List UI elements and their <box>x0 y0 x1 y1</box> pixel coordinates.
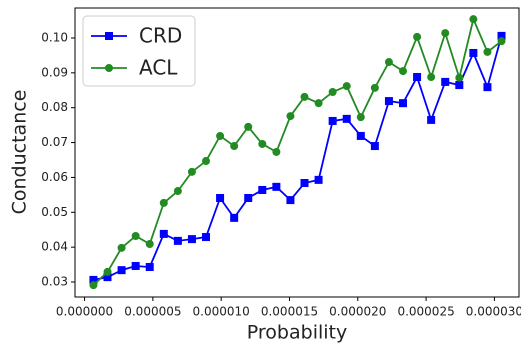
marker <box>216 193 225 202</box>
y-tick-label: 0.05 <box>41 205 68 219</box>
marker <box>413 73 422 82</box>
marker <box>469 48 478 57</box>
y-axis-label: Conductance <box>9 90 31 215</box>
marker <box>483 83 492 92</box>
marker <box>497 31 506 40</box>
marker <box>244 193 253 202</box>
legend-marker <box>105 64 113 72</box>
marker <box>145 263 154 272</box>
marker <box>89 281 98 290</box>
legend-label: CRD <box>139 24 182 48</box>
marker <box>399 99 408 108</box>
y-tick-label: 0.10 <box>41 30 68 44</box>
marker <box>356 113 365 122</box>
series-line <box>93 35 503 281</box>
marker <box>384 97 393 106</box>
marker <box>286 112 295 121</box>
marker <box>314 175 323 184</box>
marker <box>159 198 168 207</box>
marker <box>441 29 450 38</box>
x-tick-label: 0.000030 <box>466 305 521 319</box>
marker <box>370 142 379 151</box>
marker <box>258 185 267 194</box>
marker <box>117 243 126 252</box>
marker <box>455 81 464 90</box>
marker <box>230 142 239 151</box>
legend-label: ACL <box>139 56 178 80</box>
marker <box>89 275 98 284</box>
marker <box>103 273 112 282</box>
x-tick-label: 0.000005 <box>124 305 181 319</box>
marker <box>342 82 351 91</box>
legend-marker <box>105 32 113 40</box>
marker <box>497 37 506 46</box>
marker <box>173 187 182 196</box>
y-tick-label: 0.04 <box>41 240 68 254</box>
marker <box>413 32 422 41</box>
marker <box>441 77 450 86</box>
marker <box>159 229 168 238</box>
x-tick-label: 0.000020 <box>329 305 386 319</box>
marker <box>455 73 464 82</box>
marker <box>384 58 393 67</box>
series-line <box>92 16 503 286</box>
marker <box>483 47 492 56</box>
marker <box>427 115 436 124</box>
marker <box>370 83 379 92</box>
marker <box>202 233 211 242</box>
y-tick-label: 0.06 <box>41 170 68 184</box>
marker <box>272 147 281 156</box>
marker <box>187 235 196 244</box>
marker <box>131 261 140 270</box>
marker <box>300 179 309 188</box>
y-tick-label: 0.08 <box>41 100 68 114</box>
marker <box>187 167 196 176</box>
x-tick-label: 0.000015 <box>261 305 318 319</box>
marker <box>145 240 154 249</box>
marker <box>258 139 267 148</box>
marker <box>300 92 309 101</box>
marker <box>131 231 140 240</box>
marker <box>272 182 281 191</box>
marker <box>286 196 295 205</box>
y-tick-label: 0.03 <box>41 275 68 289</box>
x-axis-label: Probability <box>247 322 347 344</box>
marker <box>202 157 211 166</box>
y-tick-label: 0.07 <box>41 135 68 149</box>
x-tick-label: 0.000010 <box>193 305 250 319</box>
marker <box>469 15 478 24</box>
marker <box>244 122 253 131</box>
marker <box>117 266 126 275</box>
marker <box>328 116 337 125</box>
plot-frame <box>74 7 520 298</box>
y-tick-label: 0.09 <box>41 65 68 79</box>
x-tick-label: 0.000025 <box>397 305 454 319</box>
x-tick-label: 0.000000 <box>56 305 113 319</box>
marker <box>173 236 182 245</box>
marker <box>230 213 239 222</box>
marker <box>328 88 337 97</box>
marker <box>356 131 365 140</box>
marker <box>103 267 112 276</box>
marker <box>216 131 225 140</box>
marker <box>399 67 408 76</box>
marker <box>342 114 351 123</box>
marker <box>314 99 323 108</box>
marker <box>427 73 436 82</box>
